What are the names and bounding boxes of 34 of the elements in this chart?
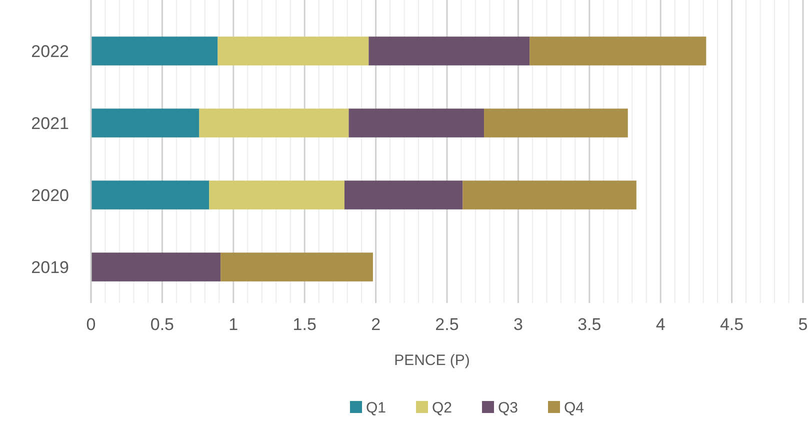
bar [91, 36, 218, 66]
bar [91, 252, 221, 282]
x-tick-label: 1 [228, 315, 238, 334]
bar [220, 252, 373, 282]
legend-label: Q1 [366, 399, 386, 416]
bar [348, 108, 484, 138]
x-tick-label: 4 [656, 315, 666, 334]
bar [344, 180, 463, 210]
bar [91, 108, 200, 138]
bar [218, 36, 369, 66]
x-tick-label: 2 [371, 315, 381, 334]
y-tick-label: 2019 [31, 258, 69, 277]
x-tick-label: 3.5 [578, 315, 602, 334]
y-tick-label: 2022 [31, 42, 69, 61]
bar [530, 36, 706, 66]
x-tick-label: 1.5 [292, 315, 316, 334]
legend-label: Q3 [498, 399, 518, 416]
bar [209, 180, 344, 210]
x-tick-label: 2.5 [435, 315, 459, 334]
x-tick-label: 0.5 [150, 315, 174, 334]
legend-label: Q2 [432, 399, 452, 416]
y-tick-label: 2020 [31, 186, 69, 205]
bar [368, 36, 530, 66]
x-axis-title: PENCE (P) [394, 352, 470, 369]
bar [199, 108, 349, 138]
x-tick-label: 3 [513, 315, 523, 334]
y-tick-label: 2021 [31, 114, 69, 133]
x-tick-label: 5 [798, 315, 808, 334]
legend-label: Q4 [564, 399, 584, 416]
bar [462, 180, 636, 210]
bar [91, 180, 210, 210]
bar [484, 108, 628, 138]
x-tick-label: 0 [86, 315, 96, 334]
x-tick-label: 4.5 [720, 315, 744, 334]
